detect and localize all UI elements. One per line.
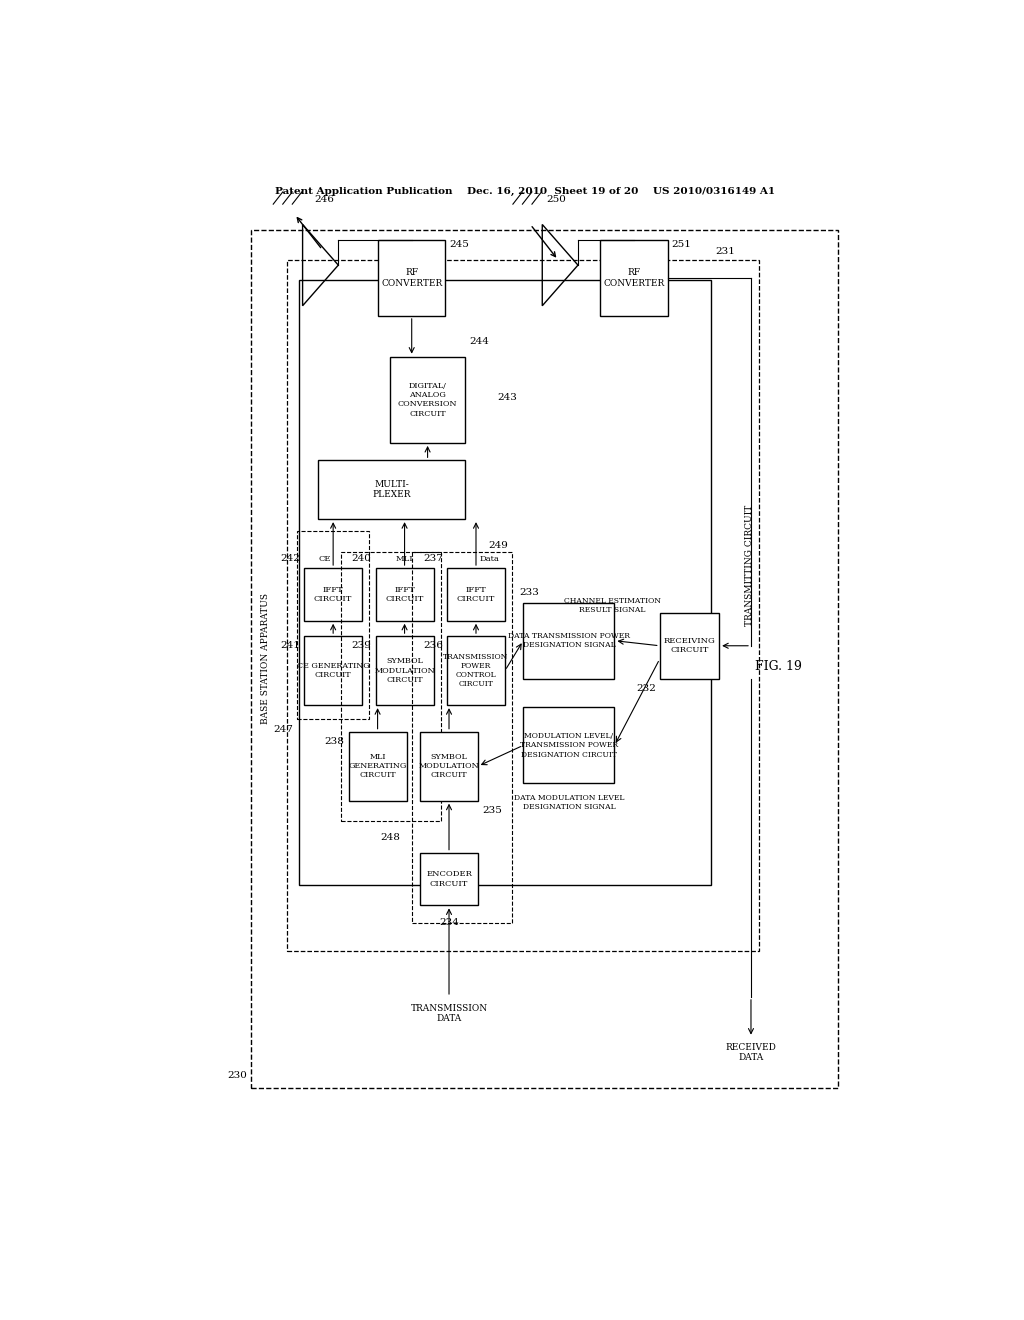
Text: 251: 251 [672,240,691,248]
Bar [600,240,668,315]
Text: IFFT
CIRCUIT: IFFT CIRCUIT [314,586,352,603]
Bar [251,230,839,1089]
Bar [376,568,433,620]
Bar [341,552,440,821]
Text: CHANNEL ESTIMATION
RESULT SIGNAL: CHANNEL ESTIMATION RESULT SIGNAL [563,597,660,614]
Bar [447,568,505,620]
Text: 250: 250 [546,195,566,205]
Text: 239: 239 [352,642,372,651]
Text: 238: 238 [325,737,345,746]
Bar [412,552,512,923]
Text: CE GENERATING
CIRCUIT: CE GENERATING CIRCUIT [297,663,370,680]
Bar [318,461,465,519]
Bar [299,280,712,886]
Bar [523,708,614,784]
Text: MODULATION LEVEL/
TRANSMISSION POWER
DESIGNATION CIRCUIT: MODULATION LEVEL/ TRANSMISSION POWER DES… [520,733,617,759]
Text: 246: 246 [314,195,335,205]
Text: 248: 248 [381,833,400,842]
Bar [523,602,614,678]
Text: 242: 242 [281,554,300,562]
Text: MLI
GENERATING
CIRCUIT: MLI GENERATING CIRCUIT [348,752,407,779]
Text: 249: 249 [487,541,508,549]
Text: DATA MODULATION LEVEL
DESIGNATION SIGNAL: DATA MODULATION LEVEL DESIGNATION SIGNAL [514,793,624,810]
Text: 236: 236 [423,642,443,651]
Text: RECEIVING
CIRCUIT: RECEIVING CIRCUIT [664,638,716,655]
Text: TRANSMISSION
POWER
CONTROL
CIRCUIT: TRANSMISSION POWER CONTROL CIRCUIT [443,653,509,689]
Bar [304,568,362,620]
Text: CE: CE [318,554,332,562]
Text: Data: Data [480,554,500,562]
Text: 235: 235 [482,805,502,814]
Text: 230: 230 [227,1072,247,1080]
Text: SYMBOL
MODULATION
CIRCUIT: SYMBOL MODULATION CIRCUIT [419,752,479,779]
Bar [378,240,445,315]
Text: 241: 241 [281,642,300,651]
Bar [659,612,719,678]
Text: 234: 234 [439,917,459,927]
Text: RF
CONVERTER: RF CONVERTER [381,268,442,288]
Text: DATA TRANSMISSION POWER
DESIGNATION SIGNAL: DATA TRANSMISSION POWER DESIGNATION SIGN… [508,632,630,649]
Text: TRANSMISSION
DATA: TRANSMISSION DATA [411,1005,487,1023]
Text: 237: 237 [423,554,443,562]
Text: FIG. 19: FIG. 19 [756,660,802,673]
Bar [348,731,407,801]
Text: SYMBOL
MODULATION
CIRCUIT: SYMBOL MODULATION CIRCUIT [374,657,435,684]
Text: MULTI-
PLEXER: MULTI- PLEXER [373,480,411,499]
Text: 240: 240 [352,554,372,562]
Text: 233: 233 [519,589,539,598]
Bar [420,731,478,801]
Text: 244: 244 [469,338,489,346]
Text: 231: 231 [715,247,735,256]
Text: 245: 245 [450,240,469,248]
Text: IFFT
CIRCUIT: IFFT CIRCUIT [385,586,424,603]
Text: ENCODER
CIRCUIT: ENCODER CIRCUIT [426,870,472,887]
Text: 232: 232 [636,684,655,693]
Text: Patent Application Publication    Dec. 16, 2010  Sheet 19 of 20    US 2010/03161: Patent Application Publication Dec. 16, … [274,187,775,195]
Bar [287,260,759,952]
Text: TRANSMITTING CIRCUIT: TRANSMITTING CIRCUIT [744,504,754,626]
Text: RECEIVED
DATA: RECEIVED DATA [726,1043,776,1063]
Text: IFFT
CIRCUIT: IFFT CIRCUIT [457,586,496,603]
Text: RF
CONVERTER: RF CONVERTER [603,268,665,288]
Bar [297,532,370,719]
Bar [420,853,478,906]
Text: DIGITAL/
ANALOG
CONVERSION
CIRCUIT: DIGITAL/ ANALOG CONVERSION CIRCUIT [398,381,458,417]
Text: MLI: MLI [395,554,414,562]
Bar [376,636,433,705]
Text: BASE STATION APPARATUS: BASE STATION APPARATUS [261,594,269,725]
Text: 247: 247 [273,725,293,734]
Text: 243: 243 [497,393,517,403]
Bar [447,636,505,705]
Bar [390,356,465,444]
Bar [304,636,362,705]
